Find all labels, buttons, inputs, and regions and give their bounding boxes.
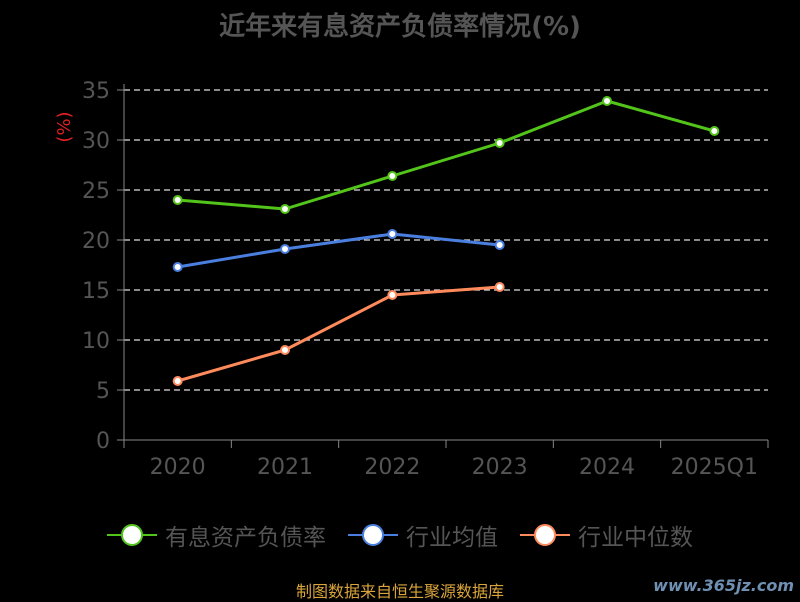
legend-label: 行业均值 <box>406 525 498 551</box>
x-tick-label: 2021 <box>257 455 313 480</box>
data-point[interactable] <box>602 96 612 106</box>
data-point[interactable] <box>280 345 290 355</box>
chart-title: 近年来有息资产负债率情况(%) <box>219 12 581 42</box>
legend-label: 行业中位数 <box>578 525 693 551</box>
series-line <box>177 285 500 383</box>
legend-item-industry-mean[interactable]: 行业均值 <box>348 518 498 552</box>
data-point[interactable] <box>280 204 290 214</box>
axes: 0 5 10 15 20 25 30 35 2020 2021 2022 2023 2024 2025Q1… <box>54 79 769 480</box>
x-tick-label: 2023 <box>472 455 528 480</box>
y-tick-label: 30 <box>82 129 110 154</box>
legend-marker-icon <box>107 524 157 546</box>
y-tick-label: 35 <box>82 79 110 104</box>
source-note: 制图数据来自恒生聚源数据库 <box>295 582 504 601</box>
x-tick-label: 2020 <box>150 455 206 480</box>
x-tick-label: 2022 <box>364 455 420 480</box>
data-point[interactable] <box>387 229 398 239</box>
legend-item-interest-debt-ratio[interactable]: 有息资产负债率 <box>107 518 326 552</box>
y-tick-label: 10 <box>82 329 110 354</box>
data-point[interactable] <box>387 290 398 300</box>
data-point[interactable] <box>494 240 505 250</box>
series-2 <box>172 282 505 386</box>
y-tick-label: 5 <box>96 379 110 404</box>
series-line <box>177 232 500 269</box>
data-point[interactable] <box>172 262 183 272</box>
series-0 <box>172 96 720 214</box>
data-point[interactable] <box>387 171 398 181</box>
data-point[interactable] <box>172 195 183 205</box>
y-tick-label: 15 <box>82 279 110 304</box>
legend-marker-icon <box>348 524 398 546</box>
legend: 有息资产负债率 行业均值 行业中位数 <box>0 518 800 552</box>
series-1 <box>172 229 505 272</box>
legend-marker-icon <box>520 524 570 546</box>
legend-label: 有息资产负债率 <box>165 525 326 551</box>
data-point[interactable] <box>172 376 183 386</box>
x-tick-label: 2024 <box>579 455 635 480</box>
data-point[interactable] <box>494 138 505 148</box>
data-point[interactable] <box>280 244 290 254</box>
y-axis-label: (%) <box>54 111 75 142</box>
y-tick-label: 25 <box>82 179 110 204</box>
y-tick-label: 20 <box>82 229 110 254</box>
legend-item-industry-median[interactable]: 行业中位数 <box>520 518 693 552</box>
series-line <box>177 99 715 211</box>
x-tick-label: 2025Q1 <box>671 455 758 480</box>
series-lines <box>172 96 720 386</box>
y-tick-label: 0 <box>96 429 110 454</box>
data-point[interactable] <box>494 282 505 292</box>
data-point[interactable] <box>709 126 720 136</box>
watermark: www.365jz.com <box>653 576 794 595</box>
